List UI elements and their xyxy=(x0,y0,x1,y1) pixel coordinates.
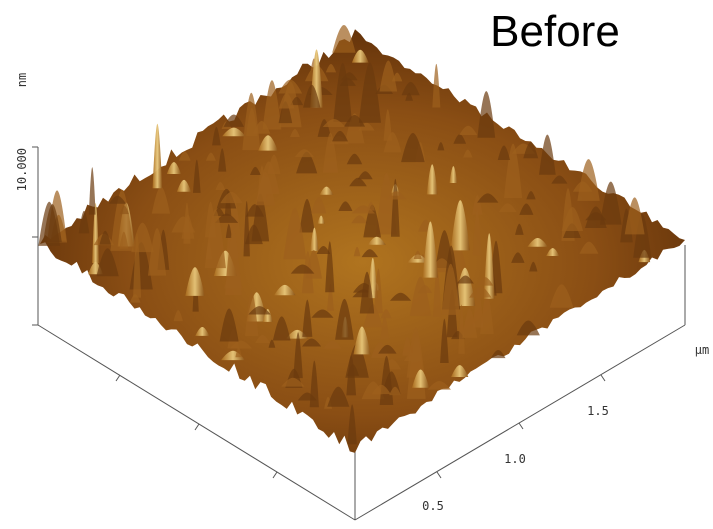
surface-part xyxy=(153,124,163,189)
title: Before xyxy=(490,7,620,56)
x-tick-label: 1.0 xyxy=(504,452,526,466)
z-unit: nm xyxy=(15,73,29,87)
surface xyxy=(38,25,685,453)
z-tick-label: 10.000 xyxy=(15,148,29,191)
surface-part xyxy=(89,167,96,214)
x-tick-label: 1.5 xyxy=(587,404,609,418)
page: Before nm 10.000 0.5 1.0 1.5 µm (() => {… xyxy=(0,0,713,529)
afm-figure: Before nm 10.000 0.5 1.0 1.5 µm xyxy=(0,0,713,529)
x-tick-label: 0.5 xyxy=(422,499,444,513)
x-unit: µm xyxy=(695,343,709,357)
